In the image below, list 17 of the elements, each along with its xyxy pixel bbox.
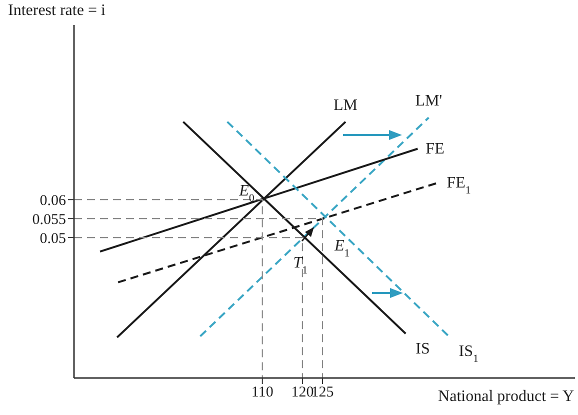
series-label: IS$_{1}$ — [458, 343, 478, 366]
y-tick-label: 0.06 — [40, 192, 66, 209]
y-axis-title: Interest rate = i — [8, 2, 106, 20]
series-label: IS — [416, 340, 430, 358]
annotation: E$_{0}$ — [238, 182, 255, 205]
x-tick-label: 110 — [251, 384, 274, 401]
series-label: LM' — [415, 92, 442, 110]
series-label: LM — [334, 96, 358, 114]
series-label: FE — [426, 140, 444, 158]
annotation: E$_{1}$ — [333, 238, 350, 260]
y-tick-label: 0.05 — [40, 230, 66, 247]
x-tick-label: 125 — [311, 384, 334, 401]
x-axis-title: National product = Y — [438, 388, 574, 406]
x-tick-label: 120 — [291, 384, 314, 401]
series-label: FE$_{1}$ — [446, 174, 471, 197]
y-tick-label: 0.055 — [32, 212, 66, 228]
annotation: T$_{1}$ — [293, 254, 308, 277]
